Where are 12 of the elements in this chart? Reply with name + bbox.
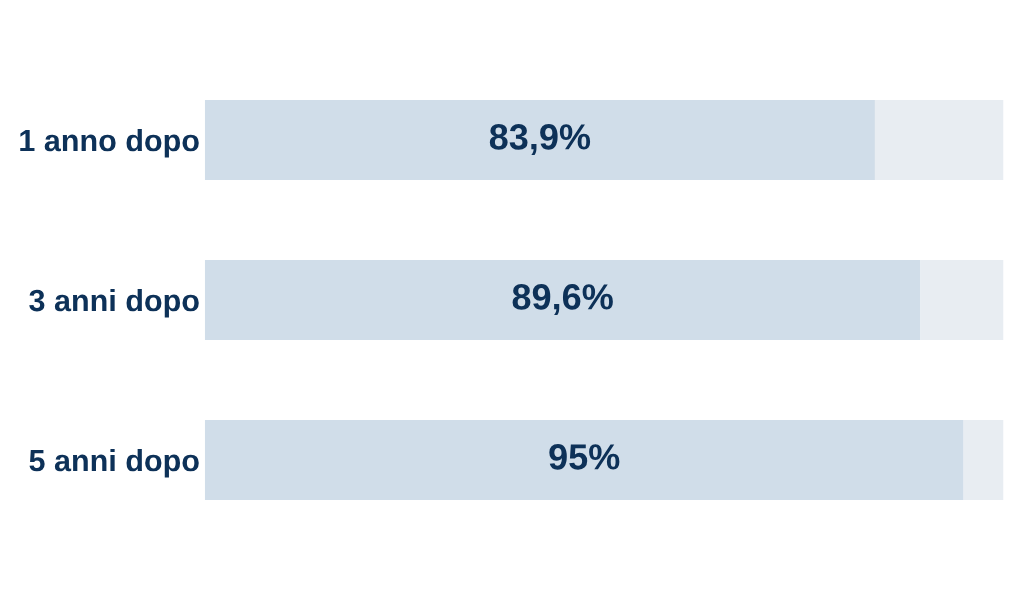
y-tick-label: 5 anni dopo — [29, 448, 199, 478]
bar — [204, 260, 921, 340]
bar — [920, 260, 1004, 340]
bar — [963, 420, 1004, 500]
y-tick-label: 1 anno dopo — [20, 128, 199, 158]
data-label: 95% — [549, 444, 620, 470]
bar — [204, 100, 875, 180]
bar — [204, 420, 964, 500]
bar — [874, 100, 1004, 180]
y-tick-label: 3 anni dopo — [29, 288, 199, 318]
data-label: 83,9% — [489, 124, 591, 155]
data-label: 89,6% — [512, 284, 613, 315]
